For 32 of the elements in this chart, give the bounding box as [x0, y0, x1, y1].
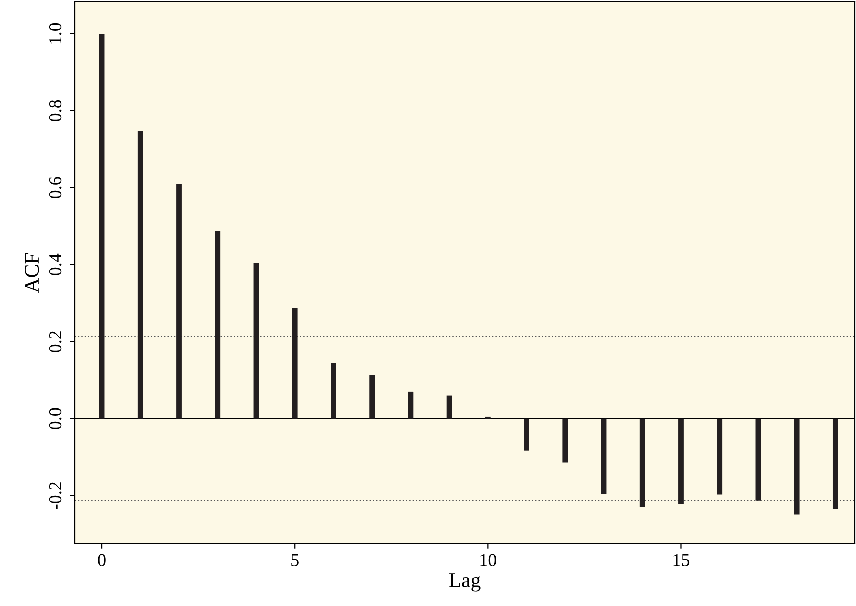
bar	[756, 418, 762, 501]
bar	[678, 418, 684, 504]
x-tick-label: 5	[292, 554, 299, 566]
bar	[524, 418, 530, 451]
y-tick-label: 0.2	[49, 332, 62, 352]
bar	[717, 418, 723, 495]
y-tick-label: 1.0	[49, 23, 62, 44]
bar	[254, 262, 260, 419]
y-axis-title: ACF	[25, 253, 40, 294]
bar	[215, 231, 221, 419]
bar	[601, 418, 607, 494]
bar	[99, 34, 105, 419]
bar	[176, 184, 182, 419]
bar	[292, 308, 298, 419]
bar	[794, 418, 800, 515]
bar	[331, 363, 336, 419]
y-tick-label: 0.6	[49, 177, 62, 199]
bar	[408, 392, 414, 419]
y-tick-label: -0.2	[49, 482, 62, 510]
y-tick-label: 0.4	[49, 254, 62, 276]
bar	[138, 130, 144, 419]
bar	[640, 418, 646, 508]
x-tick-label: 0	[98, 554, 106, 566]
bar	[832, 418, 838, 509]
y-tick-label: 0.0	[49, 408, 62, 430]
x-tick-label: 10	[480, 554, 497, 566]
bar	[446, 396, 452, 419]
x-tick-label: 15	[674, 554, 690, 566]
x-axis-title: Lag	[449, 574, 481, 592]
bar	[370, 375, 376, 419]
y-tick-label: 0.8	[49, 100, 62, 122]
bar	[562, 418, 568, 463]
